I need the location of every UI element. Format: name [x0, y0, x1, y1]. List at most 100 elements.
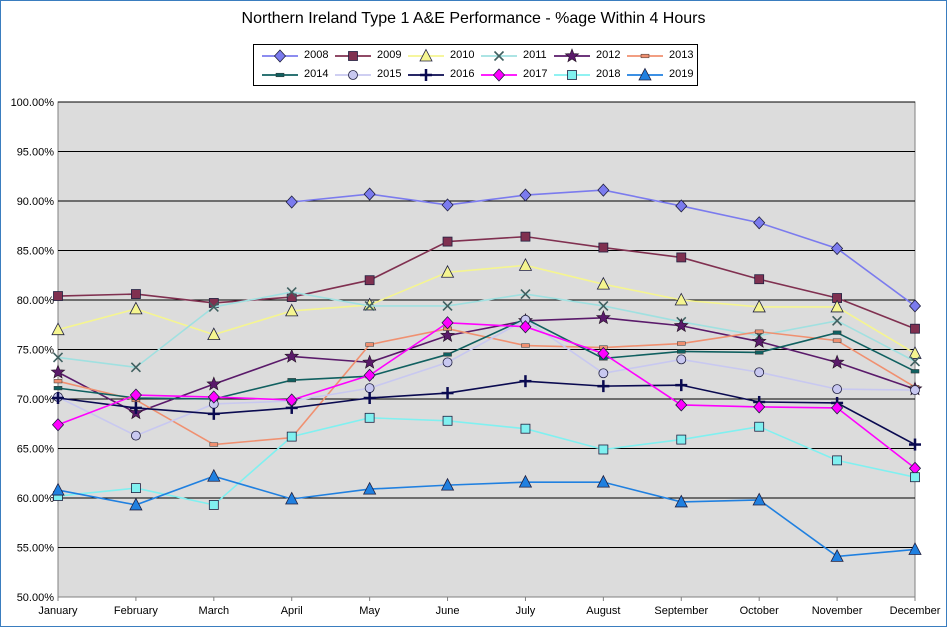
data-point: [754, 367, 765, 378]
legend-swatch: [554, 48, 590, 63]
data-point: [676, 252, 687, 263]
data-point: [285, 393, 298, 407]
x-tick-label: December: [890, 605, 941, 617]
legend-swatch: [408, 69, 444, 81]
legend-label: 2009: [377, 49, 402, 61]
data-point: [130, 362, 141, 373]
data-point: [908, 542, 922, 555]
data-point: [208, 301, 219, 312]
x-tick-label: September: [654, 605, 708, 617]
data-point: [518, 257, 533, 271]
data-point: [362, 297, 377, 311]
data-point: [598, 300, 609, 312]
series-2018: [53, 412, 920, 510]
data-point: [206, 376, 222, 391]
legend-label: 2018: [596, 68, 621, 80]
data-point: [908, 346, 922, 359]
x-tick-label: July: [516, 605, 536, 617]
series-line-2019: [57, 475, 916, 558]
series-line-2014: [57, 317, 916, 400]
data-point: [53, 291, 63, 301]
data-point: [441, 198, 454, 212]
data-point: [673, 317, 689, 333]
y-tick-label: 80.00%: [17, 295, 55, 307]
data-point: [675, 379, 688, 392]
legend-swatch: [627, 53, 663, 59]
data-point: [597, 346, 610, 361]
data-point: [441, 387, 454, 400]
series-line-2016: [57, 380, 916, 446]
data-point: [364, 275, 375, 286]
data-point: [909, 356, 921, 367]
series-2008: [285, 183, 922, 313]
legend-marker: [420, 69, 432, 81]
series-line-2015: [57, 318, 916, 437]
legend-swatch: [262, 72, 298, 78]
data-point: [909, 438, 921, 451]
data-point: [597, 183, 610, 197]
data-point: [831, 401, 844, 415]
series-line-2017: [57, 321, 916, 469]
data-point: [284, 348, 300, 363]
data-point: [51, 482, 65, 496]
data-point: [287, 378, 296, 383]
data-point: [518, 474, 533, 488]
legend-swatch: [335, 51, 371, 61]
data-point: [443, 352, 452, 357]
x-tick-label: August: [586, 605, 620, 617]
y-tick-label: 60.00%: [17, 493, 55, 505]
legend-swatch: [335, 70, 371, 80]
legend-label: 2013: [669, 49, 694, 61]
data-point: [910, 472, 920, 483]
legend-swatch: [262, 49, 298, 63]
data-point: [910, 385, 920, 395]
data-point: [754, 350, 764, 355]
data-point: [131, 483, 141, 494]
legend-marker: [348, 51, 358, 61]
data-point: [362, 354, 378, 369]
legend-label: 2012: [596, 49, 621, 61]
data-point: [285, 303, 299, 317]
data-point: [363, 368, 376, 382]
data-point: [209, 442, 219, 447]
data-point: [129, 401, 142, 414]
data-point: [286, 292, 297, 302]
y-tick-label: 55.00%: [17, 543, 55, 555]
data-point: [675, 398, 688, 412]
data-point: [442, 357, 453, 368]
data-point: [131, 430, 141, 441]
data-point: [50, 364, 66, 379]
series-2019: [51, 468, 922, 562]
data-point: [51, 322, 65, 336]
data-point: [753, 400, 766, 414]
data-point: [910, 369, 920, 374]
data-point: [677, 349, 686, 354]
x-tick-label: February: [114, 605, 159, 617]
y-tick-label: 95.00%: [17, 147, 55, 159]
legend-label: 2011: [523, 49, 547, 61]
data-point: [674, 494, 688, 508]
data-point: [207, 468, 221, 482]
legend-marker: [493, 50, 505, 62]
data-point: [440, 477, 455, 491]
y-tick-label: 75.00%: [17, 345, 55, 357]
legend-label: 2008: [304, 49, 329, 61]
data-point: [753, 216, 766, 230]
data-point: [677, 341, 686, 346]
data-point: [754, 274, 765, 285]
data-point: [754, 421, 765, 432]
series-line-2012: [57, 317, 916, 414]
data-point: [286, 287, 297, 298]
data-point: [129, 497, 143, 511]
data-point: [364, 300, 375, 312]
legend-marker: [273, 49, 287, 63]
data-point: [53, 379, 63, 384]
data-point: [364, 412, 375, 423]
legend-marker: [348, 70, 358, 80]
y-tick-label: 90.00%: [17, 196, 55, 208]
data-point: [129, 301, 143, 315]
data-point: [363, 392, 376, 405]
legend-marker: [638, 67, 652, 81]
data-point: [521, 343, 530, 348]
